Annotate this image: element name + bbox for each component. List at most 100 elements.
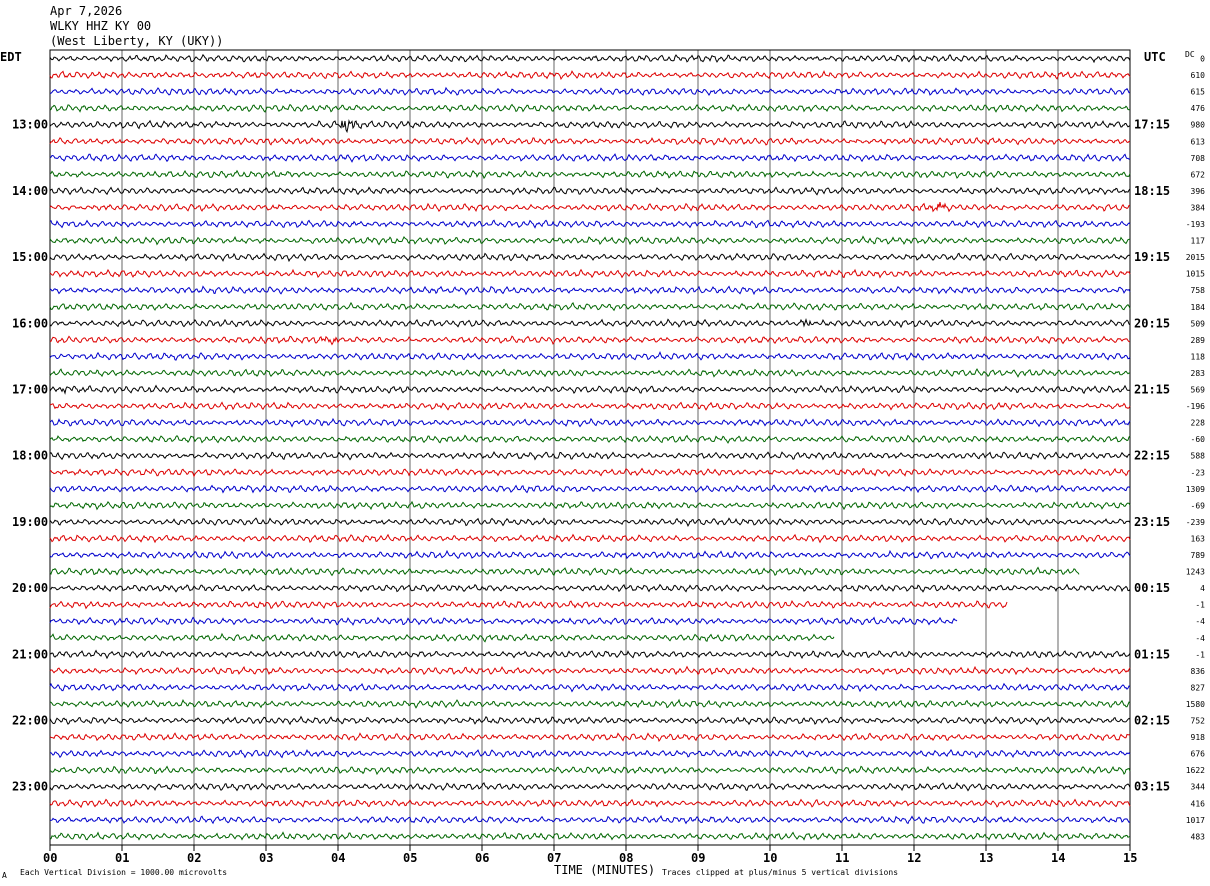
trace-row-26 [49,484,1131,494]
right-hour-label-1: 18:15 [1134,184,1170,198]
x-tick-label-02: 02 [187,851,201,865]
dc-offset-row-15: 184 [1191,303,1206,312]
trace-row-34 [49,616,958,626]
x-tick-label-07: 07 [547,851,561,865]
dc-offset-row-43: 1622 [1186,766,1205,775]
left-hour-label-5: 18:00 [12,449,48,463]
trace-row-38 [49,682,1131,693]
left-timezone-label: EDT [0,50,22,64]
dc-offset-row-23: -60 [1191,435,1206,444]
trace-row-16 [49,318,1131,329]
trace-row-7 [49,169,1131,180]
trace-row-32 [49,583,1131,593]
seismic-traces [49,53,1131,841]
date-label: Apr 7,2026 [50,4,123,18]
trace-row-13 [49,268,1131,279]
trace-row-10 [49,219,1131,229]
trace-row-15 [49,301,1131,312]
left-hour-label-3: 16:00 [12,316,48,330]
dc-offset-row-32: 4 [1200,584,1205,593]
x-tick-label-03: 03 [259,851,273,865]
trace-row-44 [49,782,1131,792]
left-hour-label-9: 22:00 [12,714,48,728]
dc-offset-row-19: 283 [1191,369,1206,378]
dc-offset-row-38: 827 [1191,683,1206,692]
dc-offset-row-39: 1580 [1186,700,1205,709]
dc-offset-row-30: 789 [1191,551,1206,560]
corner-mark: A [2,871,7,880]
x-tick-label-08: 08 [619,851,633,865]
dc-offset-row-4: 980 [1191,121,1206,130]
right-hour-label-10: 03:15 [1134,780,1170,794]
dc-offset-row-25: -23 [1191,468,1206,477]
trace-row-6 [49,153,1131,163]
minute-gridlines [121,50,1059,845]
right-hour-label-3: 20:15 [1134,316,1170,330]
trace-row-42 [50,749,1131,759]
dc-offset-row-12: 2015 [1186,253,1205,262]
dc-offset-row-31: 1243 [1186,568,1205,577]
trace-row-37 [49,665,1131,676]
dc-offset-row-20: 569 [1191,386,1206,395]
x-tick-label-14: 14 [1051,851,1065,865]
trace-row-23 [49,434,1131,444]
dc-offset-row-27: -69 [1191,501,1206,510]
dc-offset-row-41: 918 [1191,733,1206,742]
trace-row-45 [49,798,1131,809]
dc-offset-row-47: 483 [1191,832,1206,841]
trace-row-29 [49,533,1131,544]
right-hour-label-2: 19:15 [1134,250,1170,264]
trace-row-40 [49,715,1131,726]
right-timezone-label: UTC [1144,50,1166,64]
dc-offset-row-10: -193 [1186,220,1205,229]
station-label: WLKY HHZ KY 00 [50,19,152,33]
trace-row-46 [49,815,1131,825]
dc-offset-row-18: 118 [1191,352,1206,361]
x-tick-label-01: 01 [115,851,129,865]
right-hour-label-8: 01:15 [1134,647,1170,661]
trace-row-18 [49,350,1131,361]
right-hour-label-4: 21:15 [1134,383,1170,397]
trace-row-30 [49,549,1131,560]
dc-offset-row-6: 708 [1191,154,1206,163]
dc-offset-row-1: 610 [1191,71,1206,80]
footer-left-note: Each Vertical Division = 1000.00 microvo… [20,868,227,877]
trace-row-47 [49,831,1131,841]
x-tick-label-04: 04 [331,851,345,865]
trace-row-17 [49,335,1131,346]
trace-row-14 [49,285,1131,296]
trace-row-20 [49,384,1131,395]
left-hour-label-10: 23:00 [12,780,48,794]
dc-offset-row-8: 396 [1191,187,1206,196]
trace-row-27 [49,500,1131,511]
trace-row-39 [49,698,1131,709]
right-hour-label-7: 00:15 [1134,581,1170,595]
trace-row-21 [49,401,1131,411]
dc-offset-row-9: 384 [1191,203,1206,212]
dc-offset-row-0: 0 [1200,55,1205,64]
dc-offset-row-16: 509 [1191,319,1206,328]
dc-offset-row-33: -1 [1195,601,1205,610]
right-hour-label-6: 23:15 [1134,515,1170,529]
dc-offset-labels: 0 610 615 476 980 613 708 672 396 384 -193 117 2015 1… [1186,55,1205,842]
dc-offset-row-24: 588 [1191,452,1206,461]
location-label: (West Liberty, KY (UKY)) [50,34,224,48]
dc-offset-row-37: 836 [1191,667,1206,676]
dc-offset-row-45: 416 [1191,799,1206,808]
trace-row-43 [49,765,1131,776]
dc-offset-row-2: 615 [1191,88,1206,97]
left-hour-label-8: 21:00 [12,647,48,661]
dc-offset-row-26: 1309 [1186,485,1205,494]
dc-offset-row-11: 117 [1191,237,1206,246]
dc-offset-row-29: 163 [1191,534,1206,543]
trace-row-25 [49,467,1131,478]
right-hour-label-5: 22:15 [1134,449,1170,463]
trace-row-31 [49,566,1080,577]
x-axis-title: TIME (MINUTES) [554,863,655,877]
x-tick-label-00: 00 [43,851,57,865]
dc-offset-row-28: -239 [1186,518,1205,527]
right-hour-label-0: 17:15 [1134,118,1170,132]
trace-row-4 [49,118,1131,134]
trace-row-22 [49,417,1131,428]
